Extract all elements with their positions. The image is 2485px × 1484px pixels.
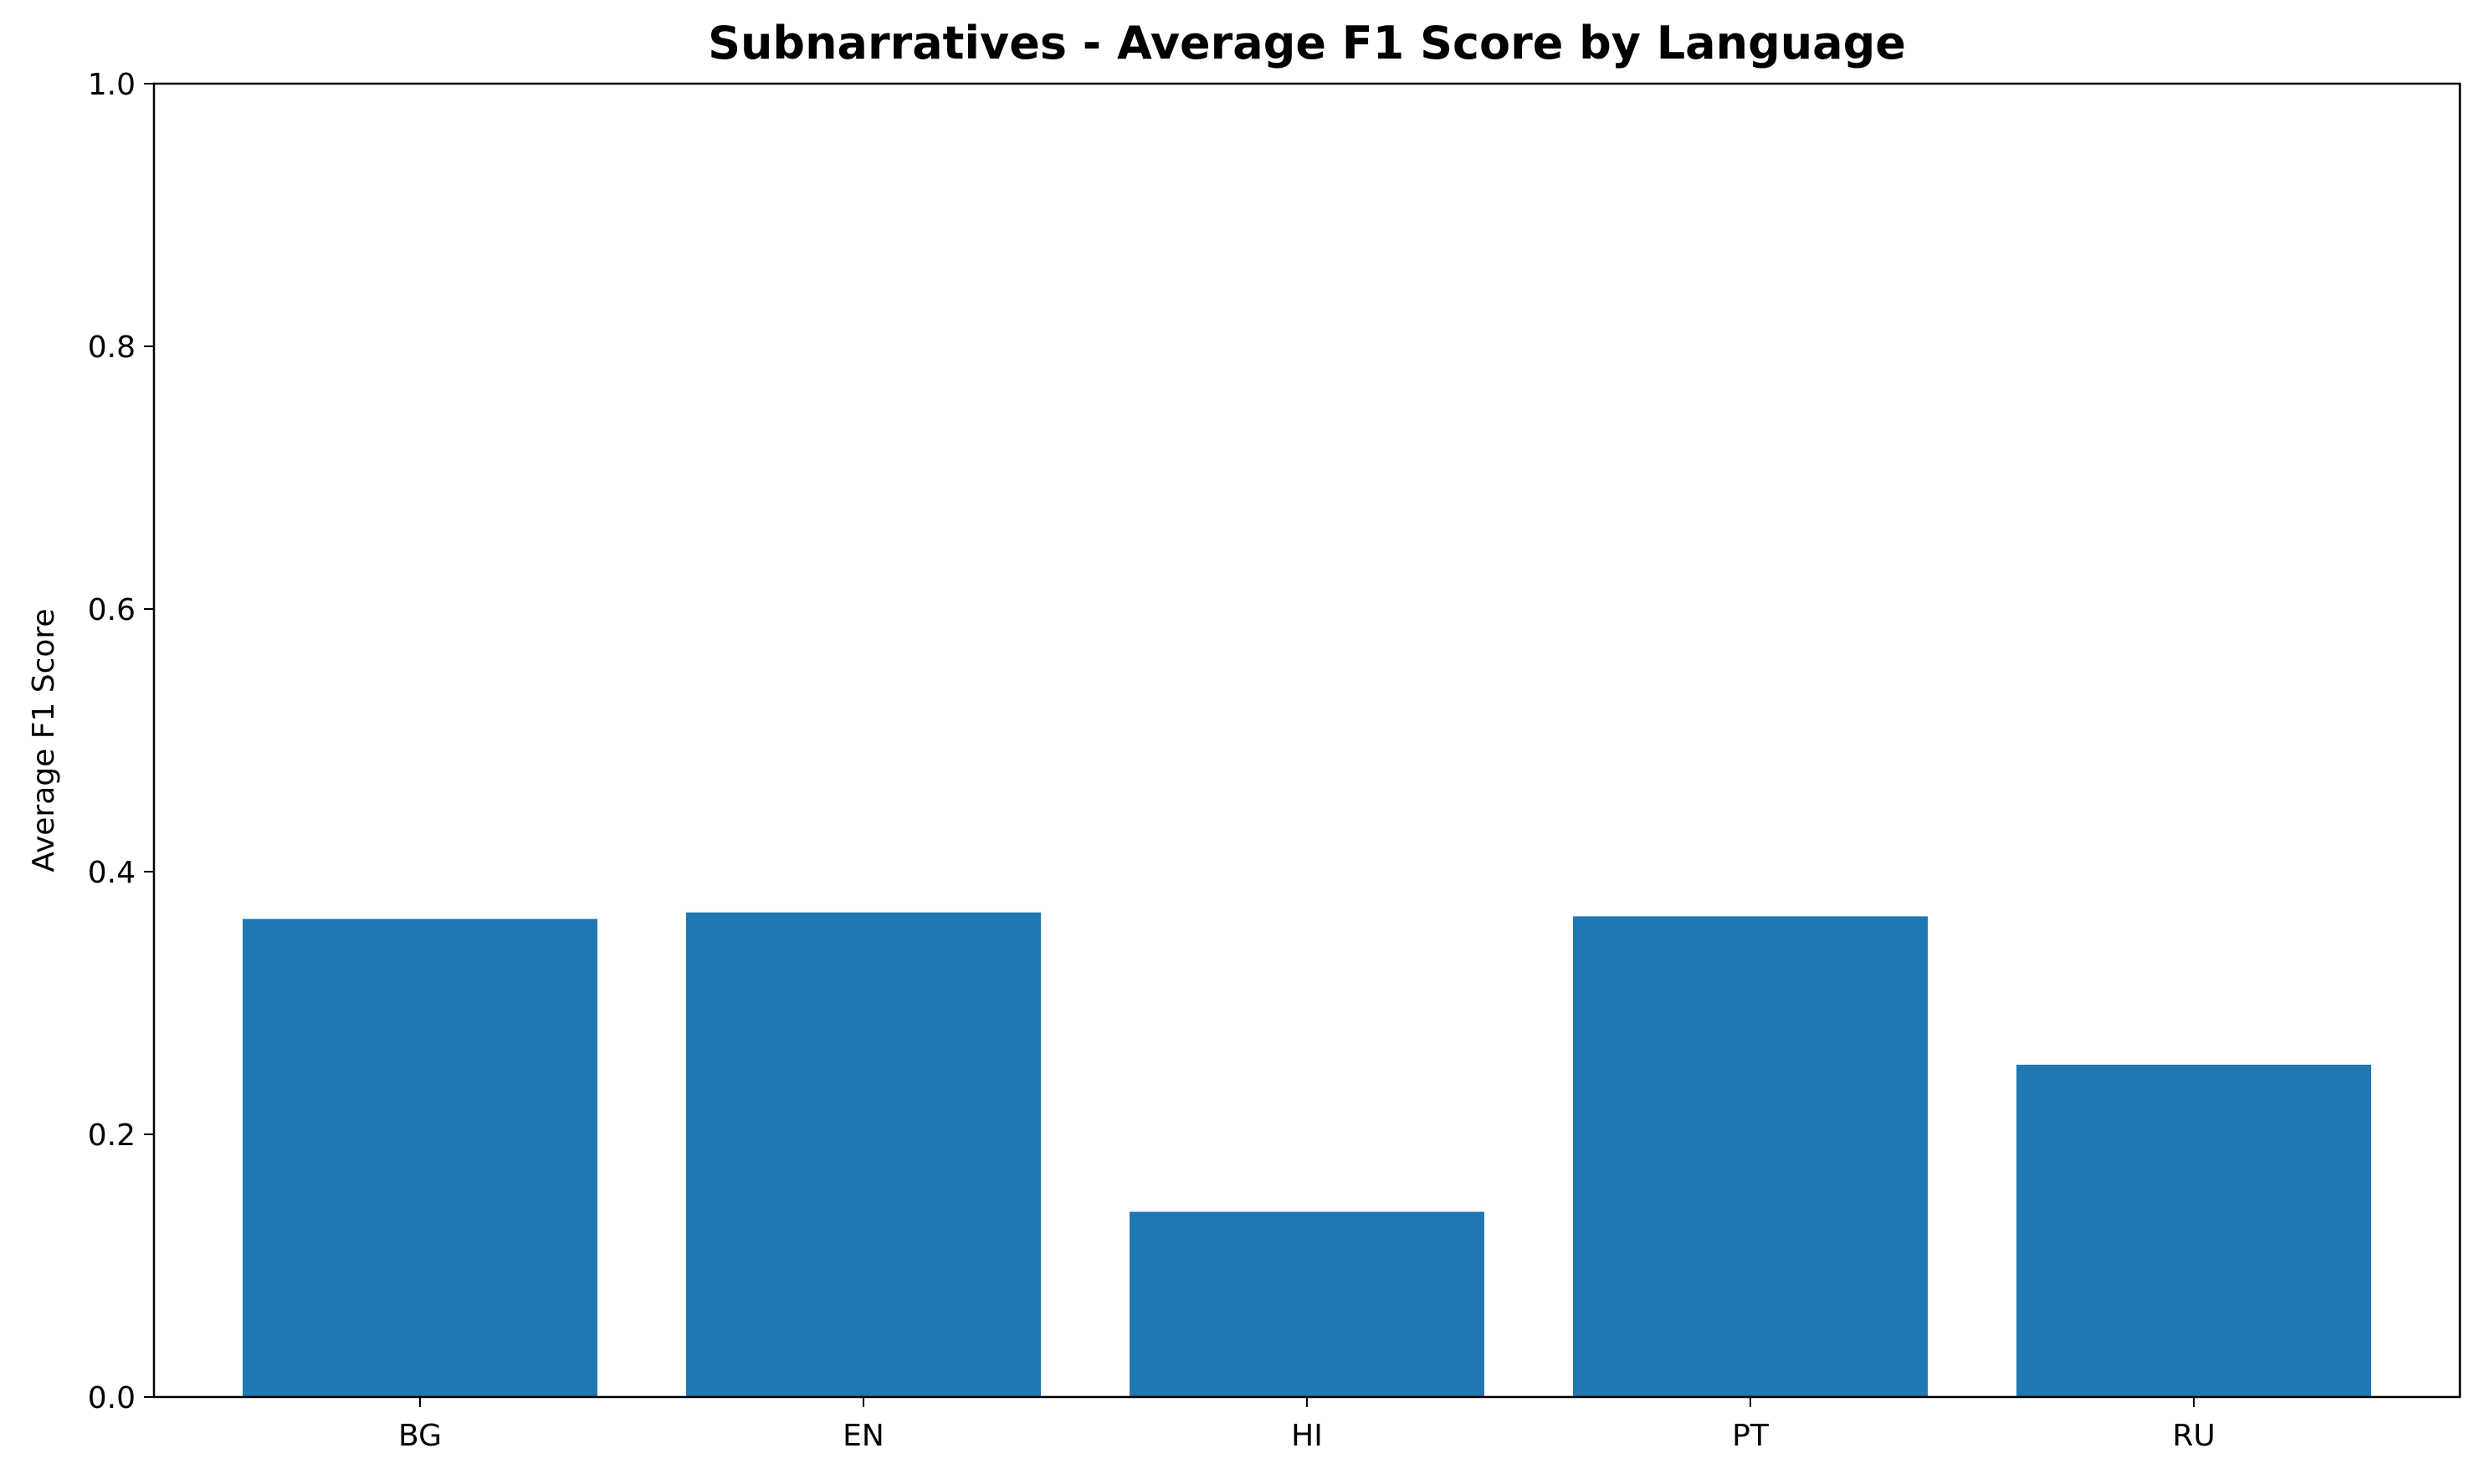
x-tick-label: RU	[2172, 1419, 2215, 1453]
x-tick-label: BG	[398, 1419, 442, 1453]
bar-bg	[243, 919, 597, 1397]
y-axis-label: Average F1 Score	[27, 608, 61, 872]
x-axis-ticks: BG EN HI PT RU	[398, 1397, 2216, 1453]
plot-frame	[152, 82, 2462, 1399]
bar-en	[686, 912, 1041, 1397]
bars-group	[243, 912, 2371, 1397]
x-tick-label: EN	[843, 1419, 884, 1453]
y-tick-label: 0.6	[88, 593, 136, 627]
x-tick-label: HI	[1291, 1419, 1323, 1453]
y-tick-label: 0.0	[88, 1381, 136, 1415]
y-axis-ticks: 0.0 0.2 0.4 0.6 0.8 1.0	[88, 68, 154, 1415]
y-tick-label: 0.4	[88, 856, 136, 890]
bar-ru	[2016, 1064, 2371, 1397]
y-tick-label: 1.0	[88, 68, 136, 102]
bar-hi	[1130, 1211, 1484, 1397]
chart-title: Subnarratives - Average F1 Score by Lang…	[708, 17, 1906, 69]
y-tick-label: 0.2	[88, 1118, 136, 1153]
x-tick-label: PT	[1732, 1419, 1770, 1453]
bar-pt	[1573, 916, 1928, 1397]
y-tick-label: 0.8	[88, 330, 136, 365]
